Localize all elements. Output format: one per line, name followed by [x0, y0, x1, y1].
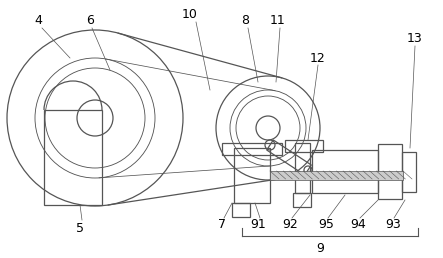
Bar — [234, 148, 270, 203]
Text: 95: 95 — [318, 219, 334, 231]
Text: 11: 11 — [270, 13, 286, 27]
Text: 6: 6 — [86, 13, 94, 27]
Bar — [295, 143, 310, 193]
Text: 13: 13 — [407, 31, 423, 44]
Text: 93: 93 — [385, 219, 401, 231]
Bar — [402, 152, 416, 192]
Text: 5: 5 — [76, 222, 84, 235]
Text: 8: 8 — [241, 13, 249, 27]
Text: 12: 12 — [310, 52, 326, 64]
Text: 7: 7 — [218, 219, 226, 231]
Text: 91: 91 — [250, 219, 266, 231]
Bar — [285, 140, 323, 152]
Text: 92: 92 — [282, 219, 298, 231]
Text: 10: 10 — [182, 7, 198, 20]
Bar — [44, 110, 102, 205]
Text: 9: 9 — [316, 241, 324, 254]
Bar — [312, 150, 378, 193]
Bar — [378, 144, 402, 199]
Text: 4: 4 — [34, 13, 42, 27]
Text: 94: 94 — [350, 219, 366, 231]
Bar — [222, 143, 282, 155]
Bar — [270, 171, 403, 180]
Bar — [232, 203, 250, 217]
Bar — [293, 193, 311, 207]
